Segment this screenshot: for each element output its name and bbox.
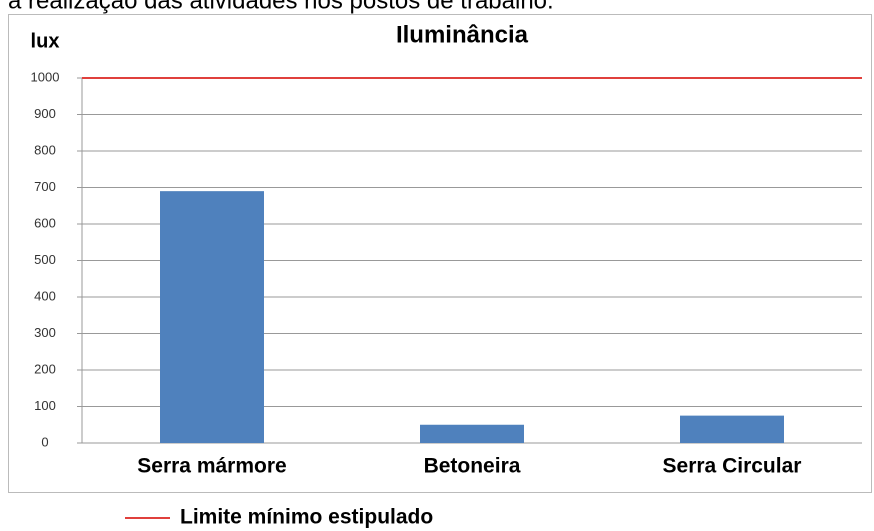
x-tick-label: Serra Circular [663, 455, 802, 478]
y-tick-label: 0 [41, 434, 48, 449]
x-tick-label: Serra mármore [137, 455, 286, 478]
legend-label: Limite mínimo estipulado [180, 506, 433, 529]
y-tick-label: 100 [34, 398, 56, 413]
caption: a realização das atividades nos postos d… [8, 0, 554, 14]
y-tick-label: 700 [34, 179, 56, 194]
y-tick-label: 900 [34, 106, 56, 121]
y-axis-label: lux [31, 30, 60, 52]
y-tick-label: 400 [34, 288, 56, 303]
y-tick-label: 500 [34, 252, 56, 267]
chart-frame [8, 14, 872, 493]
y-tick-label: 800 [34, 142, 56, 157]
y-tick-label: 200 [34, 361, 56, 376]
bar [420, 424, 524, 443]
y-tick-label: 300 [34, 325, 56, 340]
bar [160, 191, 264, 443]
x-tick-label: Betoneira [424, 455, 521, 478]
y-tick-label: 1000 [31, 69, 60, 84]
y-tick-label: 600 [34, 215, 56, 230]
bar [680, 415, 784, 443]
chart-title: Iluminância [396, 21, 529, 48]
